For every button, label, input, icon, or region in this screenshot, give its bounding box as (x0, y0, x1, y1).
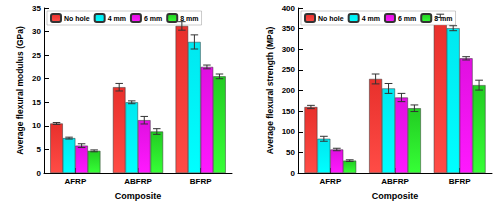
svg-text:150: 150 (282, 107, 296, 116)
svg-text:0: 0 (37, 169, 42, 178)
svg-text:8 mm: 8 mm (434, 15, 452, 22)
svg-text:400: 400 (282, 4, 296, 13)
svg-text:8 mm: 8 mm (180, 15, 198, 22)
svg-text:No hole: No hole (318, 15, 344, 22)
svg-text:AFRP: AFRP (319, 177, 341, 186)
svg-text:10: 10 (32, 121, 41, 130)
svg-text:Average flexural modulus (GPa): Average flexural modulus (GPa) (15, 26, 25, 155)
svg-text:No hole: No hole (64, 15, 90, 22)
svg-text:6 mm: 6 mm (398, 15, 416, 22)
svg-text:ABFRP: ABFRP (381, 177, 409, 186)
svg-text:5: 5 (37, 145, 42, 154)
svg-text:ABFRP: ABFRP (124, 177, 152, 186)
svg-text:50: 50 (286, 148, 295, 157)
svg-text:20: 20 (32, 74, 41, 83)
svg-text:35: 35 (32, 4, 41, 13)
svg-text:BFRP: BFRP (190, 177, 212, 186)
svg-text:BFRP: BFRP (449, 177, 471, 186)
svg-text:Average flexural strength (MPa: Average flexural strength (MPa) (265, 26, 275, 154)
svg-text:0: 0 (291, 169, 296, 178)
svg-text:15: 15 (32, 98, 41, 107)
svg-text:350: 350 (282, 24, 296, 33)
svg-text:30: 30 (32, 27, 41, 36)
svg-text:4 mm: 4 mm (108, 15, 126, 22)
svg-text:6 mm: 6 mm (144, 15, 162, 22)
svg-text:AFRP: AFRP (64, 177, 86, 186)
svg-text:Composite: Composite (115, 191, 162, 201)
svg-text:Composite: Composite (372, 191, 419, 201)
svg-text:100: 100 (282, 127, 296, 136)
svg-text:250: 250 (282, 65, 296, 74)
svg-text:25: 25 (32, 51, 41, 60)
svg-text:300: 300 (282, 45, 296, 54)
svg-text:200: 200 (282, 86, 296, 95)
svg-text:4 mm: 4 mm (362, 15, 380, 22)
